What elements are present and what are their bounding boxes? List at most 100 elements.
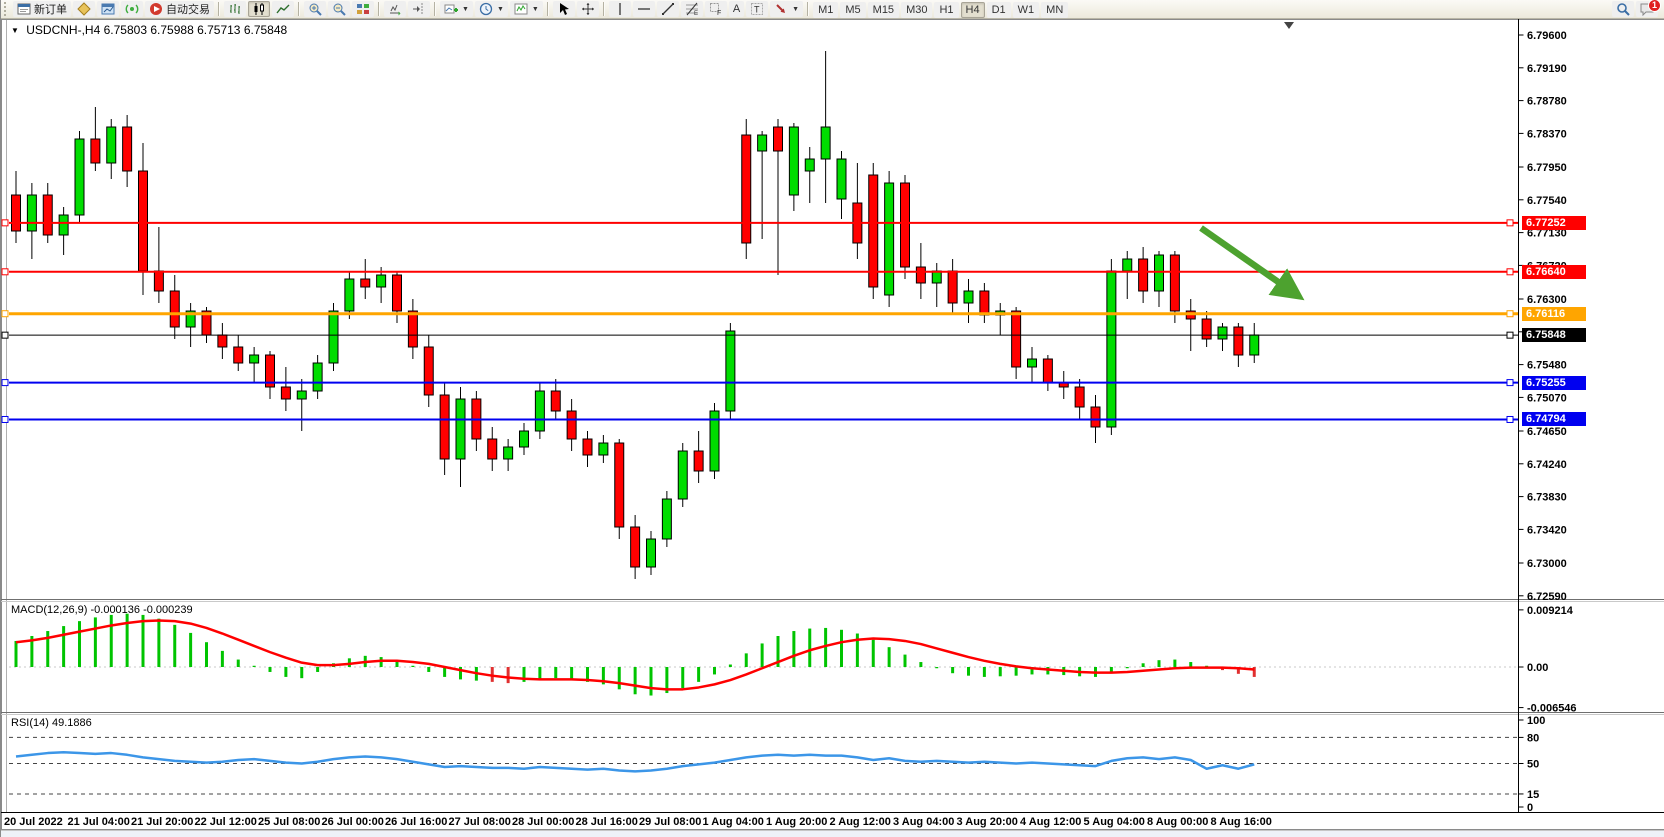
time-axis-label[interactable]: 22 Jul 12:00	[195, 816, 257, 828]
time-axis-label[interactable]: 8 Aug 00:00	[1147, 816, 1208, 828]
line-left-handle[interactable]	[1, 310, 9, 318]
time-axis-label[interactable]: 28 Jul 16:00	[576, 816, 638, 828]
signal-button[interactable]	[121, 1, 143, 17]
zoom-out-button[interactable]	[328, 1, 350, 17]
bull-candle[interactable]	[788, 126, 799, 196]
line-right-handle[interactable]	[1506, 268, 1514, 276]
bull-candle[interactable]	[836, 158, 847, 200]
bull-candle[interactable]	[376, 274, 387, 288]
line-right-handle[interactable]	[1506, 219, 1514, 227]
charts-window-button[interactable]	[97, 1, 119, 17]
bull-candle[interactable]	[1249, 334, 1260, 356]
time-axis-label[interactable]: 21 Jul 20:00	[131, 816, 193, 828]
bull-candle[interactable]	[709, 410, 720, 472]
bear-candle[interactable]	[868, 174, 879, 288]
line-left-handle[interactable]	[1, 219, 9, 227]
crosshair-tool-button[interactable]	[576, 1, 599, 17]
bull-candle[interactable]	[312, 362, 323, 392]
auto-scroll-button[interactable]	[384, 1, 406, 17]
time-axis-label[interactable]: 29 Jul 08:00	[639, 816, 701, 828]
time-axis-label[interactable]: 8 Aug 16:00	[1211, 816, 1272, 828]
line-right-handle[interactable]	[1506, 379, 1514, 387]
chart-shift-button[interactable]	[408, 1, 430, 17]
bear-candle[interactable]	[1042, 358, 1053, 384]
time-axis-label[interactable]: 1 Aug 04:00	[703, 816, 764, 828]
bear-candle[interactable]	[900, 182, 910, 268]
bear-candle[interactable]	[947, 270, 958, 304]
bull-candle[interactable]	[598, 442, 609, 456]
timeframe-button-m15[interactable]: M15	[867, 2, 900, 18]
time-axis-label[interactable]: 20 Jul 2022	[4, 816, 63, 828]
timeframe-button-mn[interactable]: MN	[1041, 2, 1069, 18]
add-indicator-button[interactable]: ▼	[440, 1, 473, 17]
bear-candle[interactable]	[423, 346, 434, 396]
bear-candle[interactable]	[90, 138, 101, 164]
bear-candle[interactable]	[122, 126, 133, 172]
bull-candle[interactable]	[725, 330, 736, 412]
bear-candle[interactable]	[915, 266, 926, 284]
bear-candle[interactable]	[487, 438, 498, 460]
bull-candle[interactable]	[74, 138, 85, 216]
bull-candle[interactable]	[455, 398, 466, 460]
bear-candle[interactable]	[1233, 326, 1244, 356]
toolbar-grip[interactable]	[4, 2, 9, 16]
bull-candle[interactable]	[757, 134, 768, 152]
bear-candle[interactable]	[1201, 318, 1212, 340]
time-axis-label[interactable]: 26 Jul 00:00	[322, 816, 384, 828]
horizontal-line-tool-button[interactable]	[632, 1, 655, 17]
symbol-title[interactable]: ▼ USDCNH-,H4 6.75803 6.75988 6.75713 6.7…	[11, 23, 287, 37]
bull-candle[interactable]	[344, 278, 355, 312]
time-axis-label[interactable]: 21 Jul 04:00	[68, 816, 130, 828]
bear-candle[interactable]	[407, 310, 418, 348]
chart-canvas[interactable]: 6.79600 6.79190 6.78780 6.78370 6.77950 6.775…	[1, 19, 1664, 830]
search-button[interactable]	[1612, 1, 1634, 17]
line-right-handle[interactable]	[1506, 331, 1514, 339]
timeframe-button-h4[interactable]: H4	[960, 2, 985, 18]
bull-candle[interactable]	[26, 194, 37, 232]
time-axis-label[interactable]: 26 Jul 16:00	[385, 816, 447, 828]
timeframe-button-m1[interactable]: M1	[813, 2, 839, 18]
bear-candle[interactable]	[1169, 254, 1180, 312]
timeframe-button-d1[interactable]: D1	[986, 2, 1011, 18]
timeframe-button-m5[interactable]: M5	[840, 2, 866, 18]
bear-candle[interactable]	[169, 290, 180, 328]
bear-candle[interactable]	[741, 134, 752, 244]
time-axis-label[interactable]: 4 Aug 12:00	[1020, 816, 1081, 828]
bull-candle[interactable]	[534, 390, 545, 432]
line-left-handle[interactable]	[1, 268, 9, 276]
template-button[interactable]: ▼	[509, 1, 543, 17]
market-watch-button[interactable]	[73, 1, 95, 17]
bear-candle[interactable]	[1090, 406, 1101, 428]
bear-candle[interactable]	[360, 278, 371, 288]
vertical-line-tool-button[interactable]	[608, 1, 631, 17]
bear-candle[interactable]	[280, 386, 291, 400]
timeframe-button-h1[interactable]: H1	[934, 2, 959, 18]
candlestick-mode-button[interactable]	[248, 1, 270, 17]
bull-candle[interactable]	[804, 158, 815, 172]
bear-candle[interactable]	[566, 410, 577, 440]
bull-candle[interactable]	[1027, 358, 1037, 368]
period-button[interactable]: ▼	[474, 1, 508, 17]
text-label-tool-button[interactable]: T	[746, 1, 769, 17]
bear-candle[interactable]	[979, 290, 990, 316]
bear-candle[interactable]	[42, 194, 53, 236]
channel-tool-button[interactable]: F	[704, 1, 727, 17]
bull-candle[interactable]	[963, 290, 974, 304]
trendline-tool-button[interactable]	[656, 1, 679, 17]
bar-chart-mode-button[interactable]	[224, 1, 246, 17]
line-left-handle[interactable]	[1, 415, 9, 423]
bull-candle[interactable]	[503, 446, 514, 460]
bull-candle[interactable]	[646, 538, 656, 568]
bear-candle[interactable]	[1138, 258, 1149, 292]
down-trend-arrow-annotation[interactable]	[1199, 225, 1305, 301]
bear-candle[interactable]	[773, 126, 783, 152]
time-axis-label[interactable]: 3 Aug 20:00	[957, 816, 1018, 828]
time-axis-label[interactable]: 3 Aug 04:00	[893, 816, 954, 828]
bear-candle[interactable]	[153, 270, 164, 292]
bull-candle[interactable]	[820, 126, 831, 160]
bull-candle[interactable]	[185, 310, 196, 328]
new-order-button[interactable]: 新订单	[13, 1, 71, 17]
bull-candle[interactable]	[1154, 254, 1164, 292]
timeframe-button-w1[interactable]: W1	[1012, 2, 1040, 18]
bear-candle[interactable]	[630, 526, 641, 568]
